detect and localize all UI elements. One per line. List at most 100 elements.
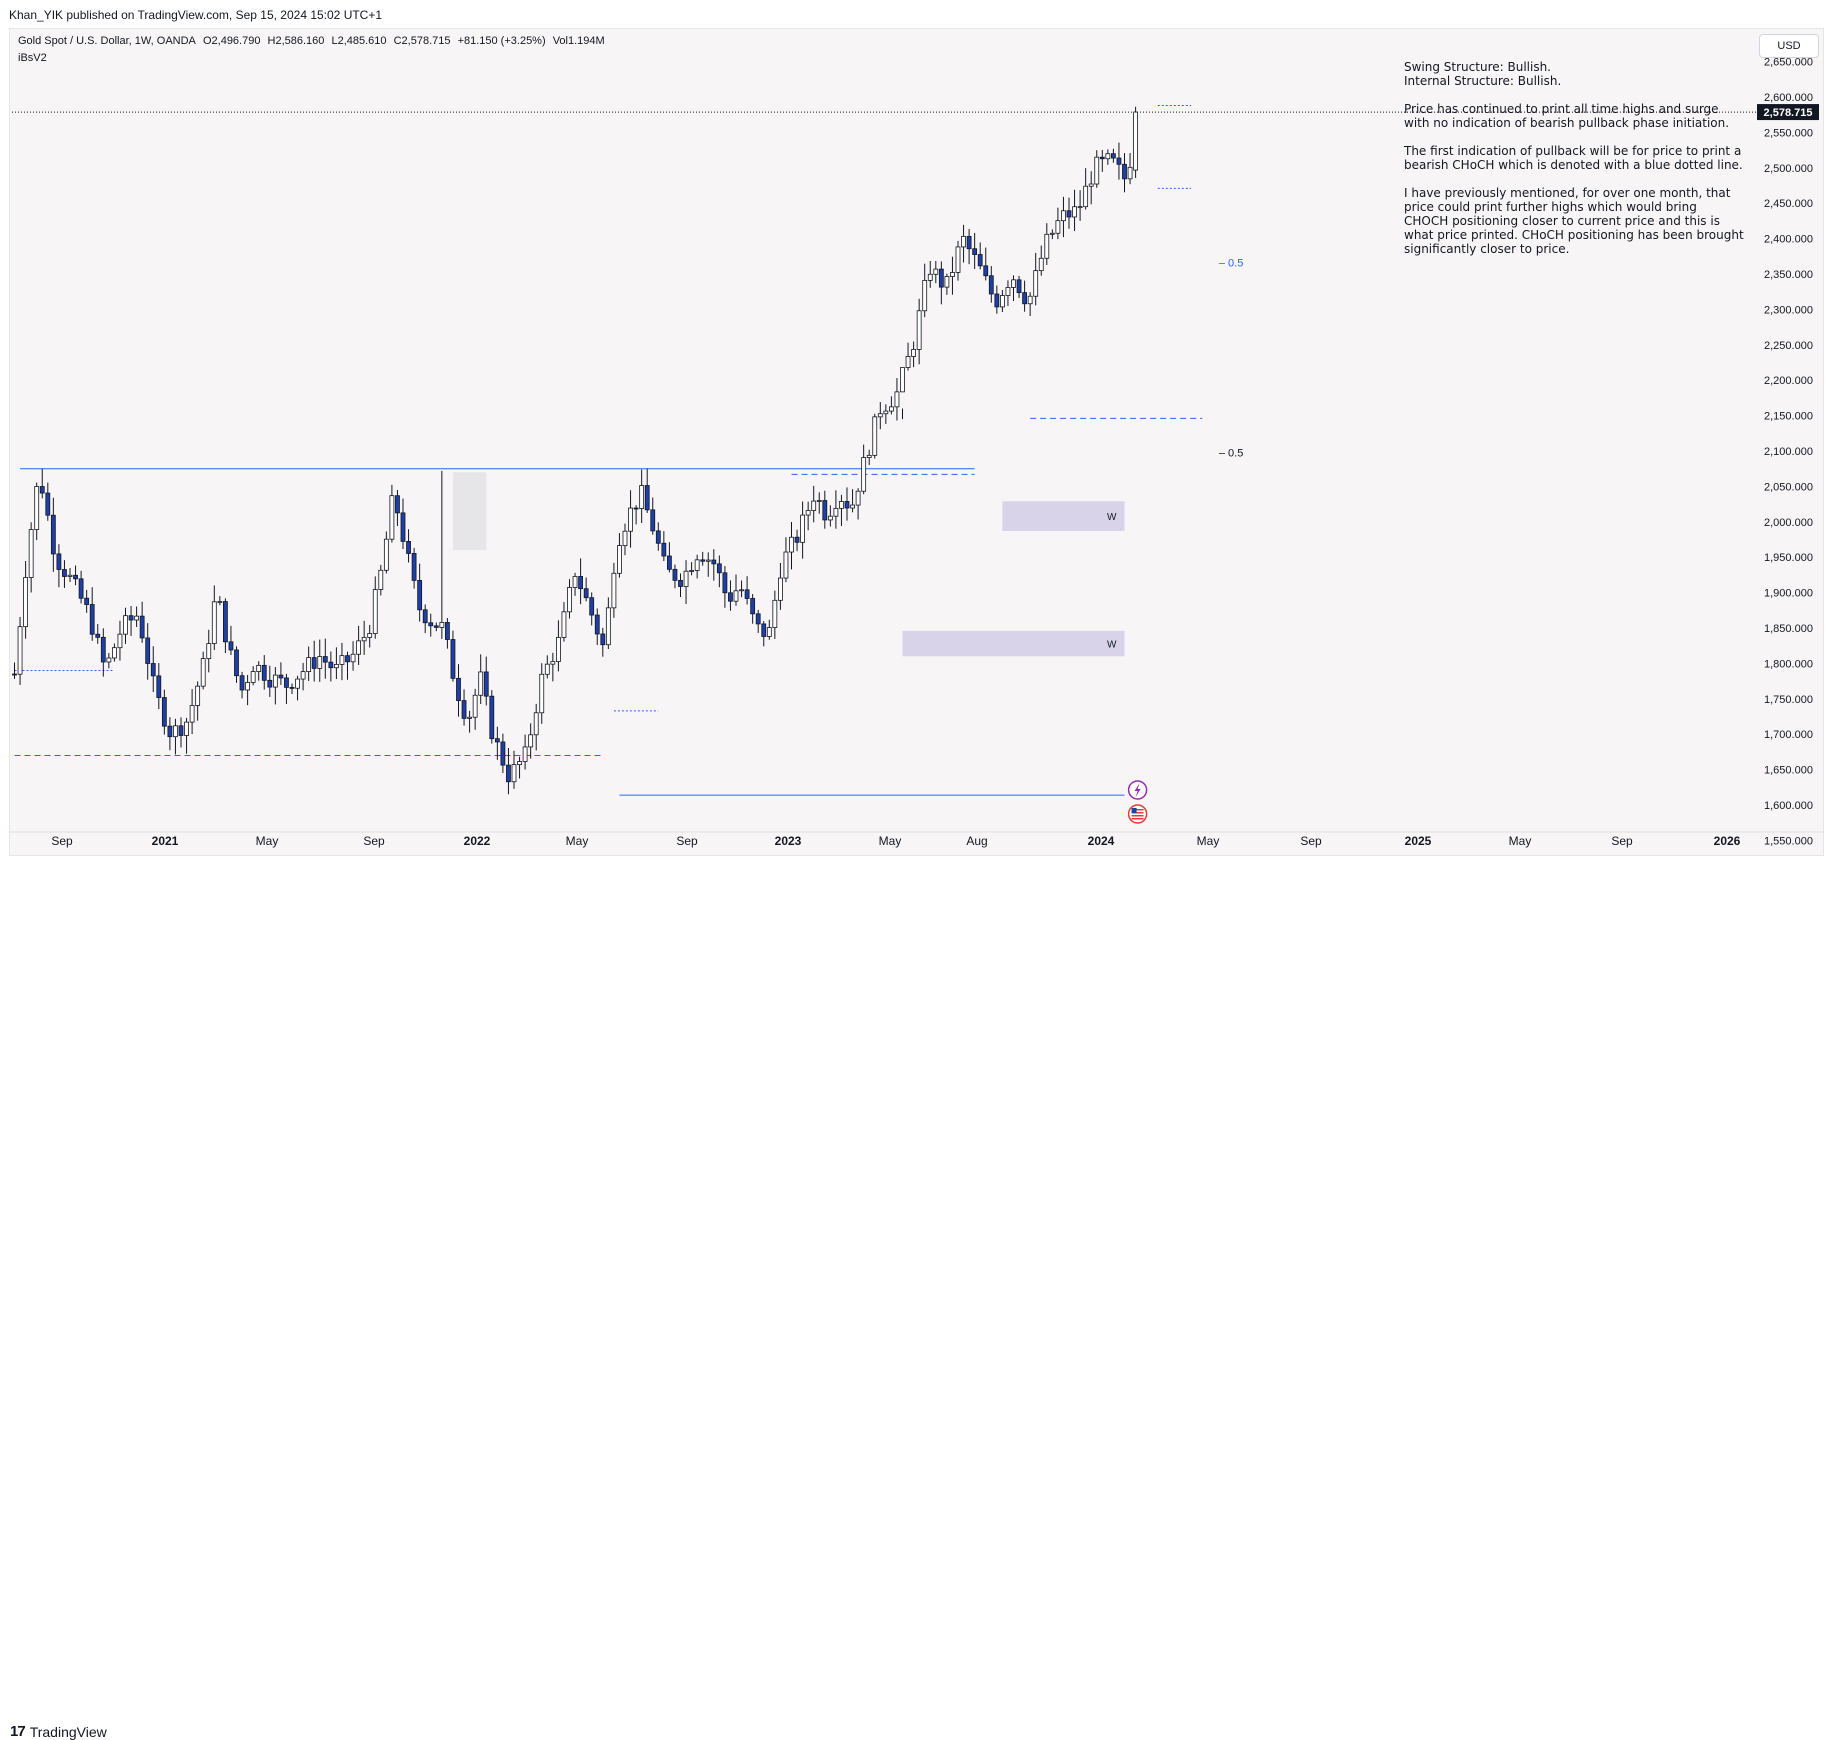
candle[interactable] xyxy=(789,521,794,570)
candle[interactable] xyxy=(345,651,350,680)
candle[interactable] xyxy=(522,734,528,770)
candle[interactable] xyxy=(295,675,300,701)
candle[interactable] xyxy=(544,655,550,679)
candle[interactable] xyxy=(173,718,178,755)
candle[interactable] xyxy=(1055,207,1061,240)
candle[interactable] xyxy=(39,468,45,499)
candle[interactable] xyxy=(1116,142,1122,180)
candle[interactable] xyxy=(683,560,689,605)
candle[interactable] xyxy=(905,342,911,371)
price-chart[interactable]: W W – 0.5 – 0.5 1,550.000 1,600.000 1,650.000 1… xyxy=(0,0,1835,891)
candle[interactable] xyxy=(778,562,783,610)
candle[interactable] xyxy=(95,624,101,644)
candle[interactable] xyxy=(444,617,450,649)
candle[interactable] xyxy=(1133,106,1138,178)
candle[interactable] xyxy=(655,522,661,551)
candle[interactable] xyxy=(889,396,894,415)
candle[interactable] xyxy=(206,629,212,673)
candle[interactable] xyxy=(134,606,140,627)
candle[interactable] xyxy=(750,594,756,624)
candle[interactable] xyxy=(422,604,428,634)
chart-frame[interactable] xyxy=(9,28,1824,856)
candle[interactable] xyxy=(261,655,267,690)
candle[interactable] xyxy=(689,562,694,576)
candle[interactable] xyxy=(84,589,90,613)
candle[interactable] xyxy=(1094,150,1100,188)
candle[interactable] xyxy=(1016,275,1022,298)
candle[interactable] xyxy=(844,487,850,521)
candle[interactable] xyxy=(56,544,62,588)
candle[interactable] xyxy=(461,689,467,726)
candle[interactable] xyxy=(605,597,611,649)
candle[interactable] xyxy=(117,620,123,661)
tradingview-logo[interactable]: 17 TradingView xyxy=(10,1723,107,1740)
candle[interactable] xyxy=(722,566,728,608)
candle[interactable] xyxy=(489,690,495,744)
candle[interactable] xyxy=(483,656,489,706)
candle[interactable] xyxy=(983,247,989,281)
candle[interactable] xyxy=(406,529,411,563)
candle[interactable] xyxy=(827,505,833,527)
candle[interactable] xyxy=(45,482,51,521)
candle[interactable] xyxy=(78,570,84,604)
candle[interactable] xyxy=(34,482,40,541)
candle[interactable] xyxy=(850,489,855,513)
candle[interactable] xyxy=(12,662,17,679)
candle[interactable] xyxy=(1077,190,1083,221)
candle[interactable] xyxy=(1049,229,1055,240)
candle[interactable] xyxy=(1127,153,1133,185)
candle[interactable] xyxy=(822,490,828,529)
candle[interactable] xyxy=(561,602,567,642)
candle[interactable] xyxy=(372,576,378,639)
candle[interactable] xyxy=(1033,252,1039,306)
candle[interactable] xyxy=(900,367,905,420)
candle[interactable] xyxy=(678,573,683,598)
candle[interactable] xyxy=(628,490,633,548)
candle[interactable] xyxy=(583,577,589,602)
candle[interactable] xyxy=(123,607,128,644)
candle[interactable] xyxy=(667,542,672,573)
candle[interactable] xyxy=(633,505,639,525)
candle[interactable] xyxy=(1088,171,1094,205)
candle[interactable] xyxy=(1111,148,1116,163)
candle[interactable] xyxy=(278,662,284,685)
candle[interactable] xyxy=(567,579,572,619)
candle[interactable] xyxy=(661,531,667,562)
candle[interactable] xyxy=(728,580,733,611)
candle[interactable] xyxy=(333,647,339,680)
candle[interactable] xyxy=(855,488,861,520)
candle[interactable] xyxy=(161,689,167,735)
candle[interactable] xyxy=(866,449,872,465)
candle[interactable] xyxy=(733,574,739,606)
candle[interactable] xyxy=(389,484,395,543)
candle[interactable] xyxy=(694,554,700,579)
candle[interactable] xyxy=(539,663,545,724)
candle[interactable] xyxy=(994,285,1000,314)
candle[interactable] xyxy=(988,266,994,303)
candle[interactable] xyxy=(478,654,484,705)
candle[interactable] xyxy=(711,549,717,581)
candle[interactable] xyxy=(578,558,583,605)
candle[interactable] xyxy=(494,726,500,760)
candle[interactable] xyxy=(966,228,972,265)
candle[interactable] xyxy=(178,717,184,748)
candle[interactable] xyxy=(195,681,201,721)
candle[interactable] xyxy=(1005,280,1011,306)
candle[interactable] xyxy=(744,576,750,605)
candle[interactable] xyxy=(1083,168,1089,210)
candle[interactable] xyxy=(267,665,273,697)
candle[interactable] xyxy=(150,646,156,693)
candle[interactable] xyxy=(184,717,189,754)
candle[interactable] xyxy=(328,651,334,682)
candle[interactable] xyxy=(622,523,628,556)
candle[interactable] xyxy=(972,232,978,269)
candle[interactable] xyxy=(805,501,811,531)
candle[interactable] xyxy=(300,662,306,691)
candle[interactable] xyxy=(378,564,384,596)
candle[interactable] xyxy=(23,560,29,639)
candle[interactable] xyxy=(1022,280,1027,312)
candle[interactable] xyxy=(367,624,373,648)
candle[interactable] xyxy=(383,531,389,574)
candle[interactable] xyxy=(833,490,839,529)
candle[interactable] xyxy=(766,619,772,640)
